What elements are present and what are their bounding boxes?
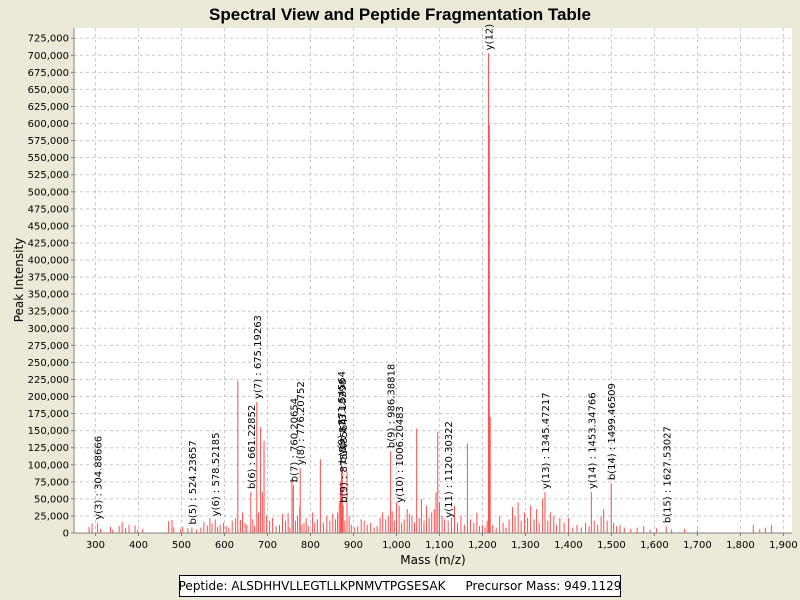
peak-annotation-label: y(10) : 1006.20483 (395, 406, 406, 503)
peak-annotation-label: y(6) : 578.52185 (211, 432, 222, 516)
y-tick-label: 650,000 (28, 85, 69, 96)
y-tick-label: 575,000 (28, 136, 69, 147)
peak-annotation-label: b(9) : 875.48564 (339, 418, 350, 502)
x-tick-label: 700 (258, 540, 277, 551)
x-tick-label: 1,400 (554, 540, 583, 551)
y-tick-label: 450,000 (28, 221, 69, 232)
y-tick-label: 75,000 (34, 477, 69, 488)
y-tick-label: 725,000 (28, 34, 69, 45)
x-tick-label: 500 (172, 540, 191, 551)
y-tick-label: 625,000 (28, 102, 69, 113)
y-tick-label: 125,000 (28, 443, 69, 454)
x-tick-label: 1,300 (511, 540, 540, 551)
x-tick-label: 1,200 (468, 540, 497, 551)
peak-annotations: y(3) : 304.88666 b(5) : 524.23657 y(6) : 5… (94, 24, 674, 525)
x-tick-label: 300 (86, 540, 105, 551)
y-tick-label: 425,000 (28, 238, 69, 249)
peak-annotation-label: b(7) : 760.20654 (289, 398, 300, 482)
x-tick-label: 1,000 (382, 540, 411, 551)
x-tick-label: 1,600 (640, 540, 669, 551)
peak-annotation-label: y(13) : 1345.47217 (541, 392, 552, 489)
peak-series (88, 53, 772, 533)
peak-annotation-label: b(8) : 873.18298 (338, 379, 349, 463)
x-tick-label: 400 (129, 540, 148, 551)
y-tick-label: 225,000 (28, 375, 69, 386)
peak-annotation-label: y(11) : 1120.30322 (444, 421, 455, 518)
x-tick-label: 800 (301, 540, 320, 551)
x-tick-label: 1,800 (726, 540, 755, 551)
y-tick-label: 600,000 (28, 119, 69, 130)
precursor-mass: Precursor Mass: 949.1129 (465, 579, 622, 593)
y-tick-label: 200,000 (28, 392, 69, 403)
y-tick-label: 50,000 (34, 494, 69, 505)
y-tick-label: 325,000 (28, 307, 69, 318)
peak-annotation-label: y(14) : 1453.34766 (587, 392, 598, 489)
peptide-info-box: Peptide: ALSDHHVLLEGTLLKPNMVTPGSESAK Pre… (179, 575, 621, 597)
y-tick-label: 300,000 (28, 324, 69, 335)
y-tick-label: 675,000 (28, 68, 69, 79)
y-tick-label: 150,000 (28, 426, 69, 437)
peak-annotation-label: y(7) : 675.19263 (253, 315, 264, 399)
y-tick-label: 250,000 (28, 358, 69, 369)
y-tick-label: 525,000 (28, 170, 69, 181)
y-tick-label: 0 (63, 529, 69, 540)
peak-annotation-label: b(9) : 986.38818 (387, 364, 398, 448)
peptide-sequence: Peptide: ALSDHHVLLEGTLLKPNMVTPGSESAK (178, 579, 446, 593)
peak-annotation-label: y(3) : 304.88666 (94, 436, 105, 520)
peak-annotation-label: y(12) (484, 24, 495, 51)
x-tick-label: 900 (344, 540, 363, 551)
y-tick-label: 25,000 (34, 511, 69, 522)
y-axis-label: Peak Intensity (12, 238, 26, 323)
x-axis-ticks: 300 400 500 600 700 800 900 1,000 1,100 1,200 1,30… (86, 533, 798, 551)
y-tick-label: 500,000 (28, 187, 69, 198)
x-tick-label: 600 (215, 540, 234, 551)
x-tick-label: 1,700 (683, 540, 712, 551)
y-tick-label: 700,000 (28, 51, 69, 62)
spectrum-chart: Spectral View and Peptide Fragmentation … (12, 5, 798, 567)
y-tick-label: 400,000 (28, 256, 69, 267)
y-tick-label: 275,000 (28, 341, 69, 352)
peak-annotation-label: b(6) : 661.22852 (247, 405, 258, 489)
y-tick-label: 475,000 (28, 204, 69, 215)
y-tick-label: 100,000 (28, 460, 69, 471)
y-tick-label: 350,000 (28, 290, 69, 301)
y-axis-ticks: 0 25,000 50,000 75,000 100,000 125,000 150,000… (28, 34, 74, 540)
x-axis-label: Mass (m/z) (400, 553, 465, 567)
peak-annotation-label: b(15) : 1627.53027 (662, 426, 673, 523)
peak-annotation-label: y(9) : 871.54564 (337, 371, 348, 455)
plot-area (74, 28, 792, 533)
y-tick-label: 550,000 (28, 153, 69, 164)
grid-lines (74, 28, 792, 533)
peak-annotation-label: b(5) : 524.23657 (188, 440, 199, 524)
x-tick-label: 1,900 (769, 540, 798, 551)
x-tick-label: 1,100 (425, 540, 454, 551)
y-tick-label: 375,000 (28, 273, 69, 284)
peak-annotation-label: b(14) : 1499.46509 (607, 383, 618, 480)
chart-title: Spectral View and Peptide Fragmentation … (209, 5, 591, 24)
y-tick-label: 175,000 (28, 409, 69, 420)
x-tick-label: 1,500 (597, 540, 626, 551)
peak-annotation-label: y(8) : 776.20752 (296, 381, 307, 465)
